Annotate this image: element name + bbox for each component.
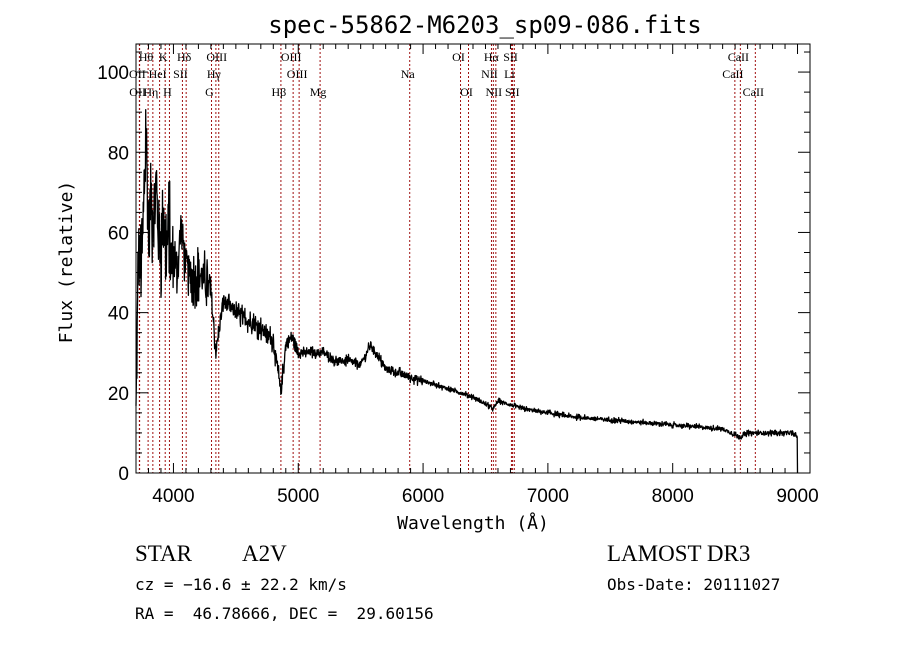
object-subclass: A2V — [242, 541, 287, 566]
line-label-nii: NII — [481, 67, 498, 81]
x-tick-label: 6000 — [402, 486, 444, 507]
line-label-hθ: Hθ — [139, 50, 154, 64]
line-label-hδ: Hδ — [177, 50, 192, 64]
y-tick-label: 40 — [108, 304, 129, 325]
coordinates: RA = 46.78666, DEC = 29.60156 — [135, 604, 434, 623]
line-label-oii: OII — [129, 67, 146, 81]
line-label-caii: CaII — [722, 67, 743, 81]
line-label-hei: HeI — [149, 67, 167, 81]
y-tick-labels: 0 20 40 60 80 100 — [97, 63, 129, 485]
line-label-li: Li — [504, 67, 515, 81]
line-label-mg: Mg — [310, 85, 327, 99]
chart-title: spec-55862-M6203_sp09-086.fits — [268, 11, 701, 39]
y-axis-label: Flux (relative) — [56, 181, 77, 344]
survey-name: LAMOST DR3 — [607, 541, 750, 566]
line-label-hη: Hη — [143, 85, 158, 99]
line-label-h: H — [163, 85, 172, 99]
y-tick-label: 20 — [108, 384, 129, 405]
x-tick-label: 4000 — [152, 486, 194, 507]
line-label-sii: SII — [505, 85, 520, 99]
line-label-caii: CaII — [743, 85, 764, 99]
plot-frame — [135, 43, 811, 474]
line-label-sii: SII — [173, 67, 188, 81]
line-label-sii: SII — [503, 50, 518, 64]
object-class: STAR — [135, 541, 193, 566]
line-label-oiii: OIII — [206, 50, 227, 64]
line-label-nii: NII — [486, 85, 503, 99]
line-label-hγ: Hγ — [207, 67, 222, 81]
spectral-line-markers — [138, 44, 756, 473]
y-tick-label: 0 — [118, 464, 129, 485]
x-tick-label: 8000 — [652, 486, 694, 507]
y-tick-label: 80 — [108, 143, 129, 164]
axis-ticks — [136, 44, 810, 474]
x-tick-label: 5000 — [277, 486, 319, 507]
line-label-hα: Hα — [484, 50, 500, 64]
observation-date: Obs-Date: 20111027 — [607, 575, 780, 594]
y-tick-label: 60 — [108, 223, 129, 244]
line-label-na: Na — [401, 67, 416, 81]
x-axis-label: Wavelength (Å) — [397, 512, 549, 534]
line-label-g: G — [205, 85, 214, 99]
x-tick-label: 9000 — [776, 486, 818, 507]
radial-velocity: cz = −16.6 ± 22.2 km/s — [135, 575, 347, 594]
y-tick-label: 100 — [97, 63, 129, 84]
line-label-oi: OI — [452, 50, 465, 64]
line-label-caii: CaII — [728, 50, 749, 64]
line-label-oiii: OIII — [287, 67, 308, 81]
line-label-oi: OI — [460, 85, 473, 99]
line-label-hβ: Hβ — [272, 85, 287, 99]
line-label-k: K — [159, 50, 168, 64]
line-label-oiii: OIII — [281, 50, 302, 64]
x-tick-labels: 4000 5000 6000 7000 8000 9000 — [152, 486, 818, 507]
spectrum-line — [135, 109, 799, 474]
x-tick-label: 7000 — [527, 486, 569, 507]
